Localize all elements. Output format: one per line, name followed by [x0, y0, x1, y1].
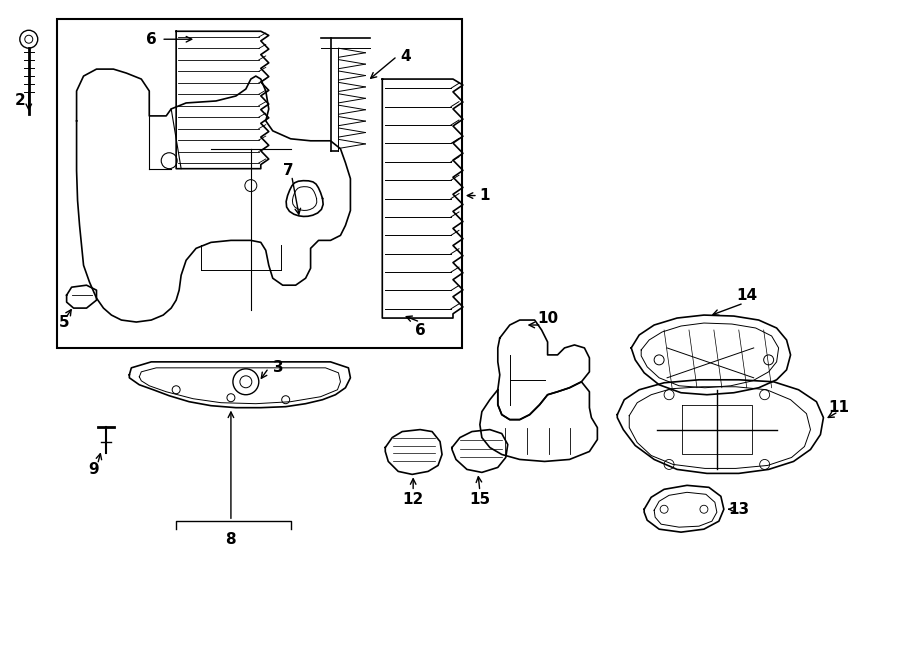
Text: 11: 11 — [828, 400, 849, 415]
Text: 14: 14 — [736, 288, 757, 303]
Text: 6: 6 — [415, 323, 426, 338]
Text: 4: 4 — [400, 49, 410, 63]
Text: 7: 7 — [284, 163, 294, 178]
Text: 9: 9 — [88, 462, 99, 477]
Text: 8: 8 — [226, 531, 236, 547]
Text: 1: 1 — [480, 188, 491, 203]
Text: 10: 10 — [537, 311, 558, 326]
Text: 13: 13 — [728, 502, 750, 517]
Text: 12: 12 — [402, 492, 424, 507]
Text: 2: 2 — [14, 93, 25, 108]
Text: 6: 6 — [146, 32, 157, 47]
Text: 3: 3 — [274, 360, 284, 375]
Text: 5: 5 — [58, 315, 69, 330]
Bar — [57, 19, 462, 348]
Text: 15: 15 — [469, 492, 491, 507]
